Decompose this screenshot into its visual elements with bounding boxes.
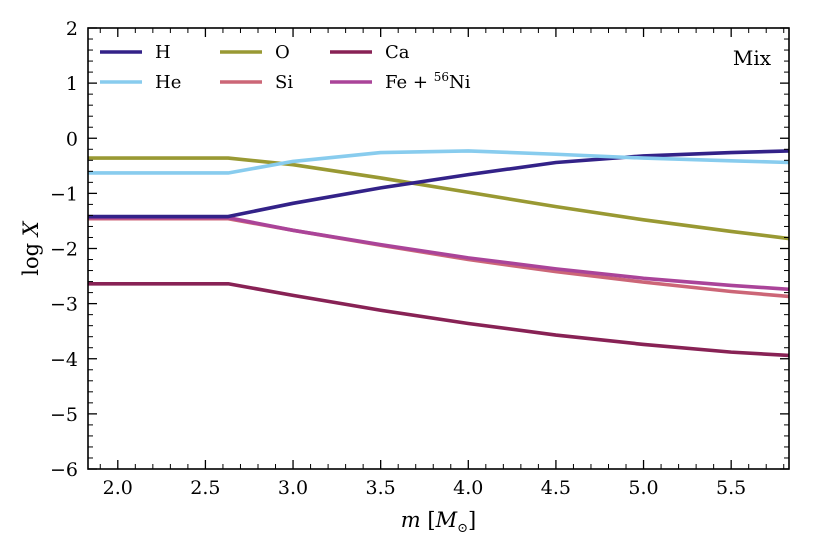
legend-label: H — [155, 42, 171, 63]
y-axis-label: log X — [19, 220, 43, 275]
x-tick-label: 3.0 — [278, 477, 308, 499]
x-tick-label: 2.0 — [103, 477, 133, 499]
series-line-o — [88, 156, 790, 241]
x-axis-label: m [M⊙] — [401, 508, 476, 536]
y-tick-label: 1 — [66, 73, 78, 95]
y-tick-label: −4 — [50, 349, 78, 371]
y-tick-label: −2 — [50, 239, 78, 261]
y-axis-prefix: log — [19, 236, 43, 275]
x-axis-var: m — [401, 508, 421, 532]
series-line-he — [88, 149, 790, 175]
y-tick-label: −1 — [50, 183, 78, 205]
annotation-mix: Mix — [733, 46, 772, 70]
legend-label: He — [155, 72, 181, 93]
legend-entry-he: He — [100, 72, 181, 93]
legend-entry-si: Si — [220, 72, 293, 93]
x-tick-label: 5.5 — [716, 477, 746, 499]
y-tick-label: −6 — [50, 459, 78, 481]
legend-entry-fe-56ni: Fe + 56Ni — [330, 70, 471, 93]
legend-label: Si — [275, 72, 293, 93]
x-axis-unit-sub: ⊙ — [457, 521, 468, 536]
legend-entry-h: H — [100, 42, 171, 63]
y-tick-label: 2 — [66, 18, 78, 40]
y-tick-label: 0 — [66, 128, 78, 150]
series-line-h — [88, 149, 790, 219]
y-axis-var: X — [19, 220, 43, 238]
legend-label: Ca — [385, 42, 410, 63]
ticks-layer: 2.0 2.5 3.0 3.5 4.0 4.5 5.0 5.5 2 1 0 −1 −2 −3 −4 −5 −6 — [50, 18, 789, 499]
series-layer — [88, 149, 790, 358]
x-tick-label: 2.5 — [190, 477, 220, 499]
series-line-ca — [88, 281, 790, 358]
x-tick-label: 3.5 — [366, 477, 396, 499]
x-axis-unit-close: ] — [468, 508, 476, 532]
x-axis-unit: M — [435, 508, 458, 532]
x-axis-unit-open: [ — [421, 508, 436, 532]
y-tick-label: −5 — [50, 404, 78, 426]
x-tick-label: 5.0 — [628, 477, 658, 499]
series-line-fe-56ni — [88, 215, 790, 292]
legend-label: O — [275, 42, 290, 63]
x-tick-label: 4.0 — [453, 477, 483, 499]
legend-label: Fe + 56Ni — [385, 70, 471, 93]
plot-frame — [87, 27, 790, 470]
x-tick-label: 4.5 — [541, 477, 571, 499]
legend-entry-o: O — [220, 42, 290, 63]
y-tick-label: −3 — [50, 294, 78, 316]
legend: H He O Si Ca Fe + 56Ni — [100, 42, 471, 93]
legend-entry-ca: Ca — [330, 42, 410, 63]
